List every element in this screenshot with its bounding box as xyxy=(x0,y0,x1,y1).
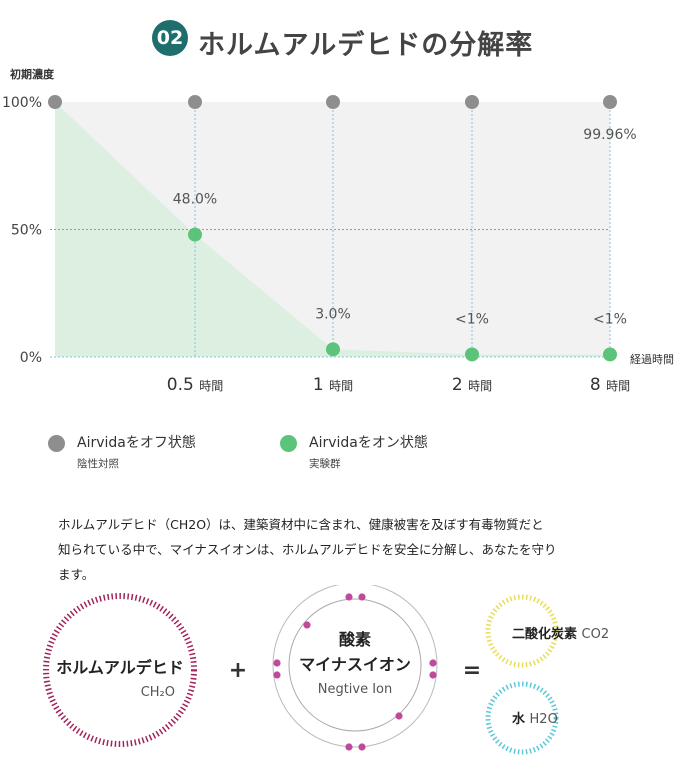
ion-label-oxygen: 酸素 xyxy=(339,630,371,649)
description-text: ホルムアルデヒド（CH2O）は、建築資材中に含まれ、健康被害を及ぼす有毒物質だと… xyxy=(58,512,658,587)
description-line: ホルムアルデヒド（CH2O）は、建築資材中に含まれ、健康被害を及ぼす有毒物質だと xyxy=(58,517,544,532)
ion-particle xyxy=(429,671,437,679)
y-axis-title: 初期濃度 xyxy=(10,67,55,81)
formaldehyde-label: ホルムアルデヒド xyxy=(56,658,184,677)
ion-particle xyxy=(345,743,353,751)
x-tick-label: 8 時間 xyxy=(590,375,630,395)
ion-inner-ring xyxy=(288,598,422,732)
x-axis-title: 経過時間 xyxy=(630,353,674,366)
x-tick-label: 2 時間 xyxy=(452,375,492,395)
ion-particle xyxy=(345,593,353,601)
on-state-area xyxy=(55,102,610,357)
ion-particle xyxy=(303,621,311,629)
ion-particle xyxy=(273,671,281,679)
on-data-label: 48.0% xyxy=(173,192,217,208)
off-data-point xyxy=(48,95,62,109)
co2-label: 二酸化炭素 CO2 xyxy=(512,626,609,642)
equals-sign: = xyxy=(463,658,481,683)
ion-particle xyxy=(358,593,366,601)
ion-particle xyxy=(429,659,437,667)
ion-label-english: Negtive Ion xyxy=(318,682,393,697)
co2-ring xyxy=(485,594,559,668)
title-number-badge: 02 xyxy=(152,20,188,56)
water-label: 水 H2O xyxy=(512,711,558,727)
legend-off-sub: 陰性対照 xyxy=(77,458,119,470)
off-data-point xyxy=(465,95,479,109)
off-data-point xyxy=(603,95,617,109)
on-data-label: 3.0% xyxy=(315,306,351,322)
legend-item-on: Airvidaをオン状態 実験群 xyxy=(280,432,428,471)
ion-outer-ring xyxy=(272,585,438,748)
ion-label-minus-ion: マイナスイオン xyxy=(299,655,411,674)
description-line: 知られている中で、マイナスイオンは、ホルムアルデヒドを安全に分解し、あなたを守り xyxy=(58,542,557,557)
off-data-label: 99.96% xyxy=(583,127,636,143)
off-data-point xyxy=(188,95,202,109)
legend-item-off: Airvidaをオフ状態 陰性対照 xyxy=(48,432,196,471)
legend-on-sub: 実験群 xyxy=(309,458,341,470)
formaldehyde-ring xyxy=(43,593,197,747)
page-title: 02 ホルムアルデヒドの分解率 xyxy=(0,10,700,66)
on-data-point xyxy=(603,347,617,362)
legend-on-dot xyxy=(280,435,297,452)
ion-particle xyxy=(358,743,366,751)
on-data-point xyxy=(465,347,479,362)
description-line: ます。 xyxy=(58,567,95,582)
y-tick-label: 50% xyxy=(11,223,42,239)
formaldehyde-formula: CH₂O xyxy=(141,685,175,700)
x-tick-label: 0.5 時間 xyxy=(167,375,223,395)
off-data-point xyxy=(326,95,340,109)
legend-off-label: Airvidaをオフ状態 xyxy=(77,435,196,451)
legend-off-dot xyxy=(48,435,65,452)
on-data-point xyxy=(326,342,340,357)
plus-sign: + xyxy=(229,658,247,683)
on-data-label: <1% xyxy=(593,311,627,327)
ion-particle xyxy=(273,659,281,667)
y-tick-label: 100% xyxy=(2,95,42,111)
y-tick-label: 0% xyxy=(20,350,42,366)
x-tick-label: 1 時間 xyxy=(313,375,353,395)
title-text: ホルムアルデヒドの分解率 xyxy=(198,30,534,61)
legend-on-label: Airvidaをオン状態 xyxy=(309,435,428,451)
water-ring xyxy=(485,681,559,755)
ion-particle xyxy=(395,712,403,720)
on-data-label: <1% xyxy=(455,311,489,327)
on-data-point xyxy=(188,227,202,242)
